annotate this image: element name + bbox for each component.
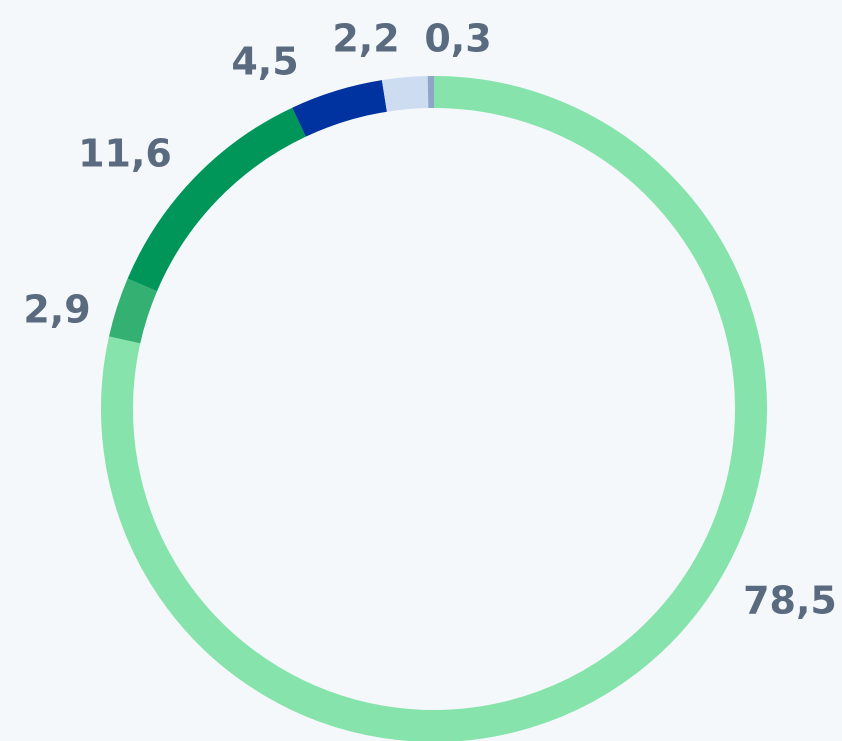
data-label: 0,3 [424,17,491,61]
donut-segment [292,80,388,137]
donut-segment [381,76,429,112]
data-label: 11,6 [78,132,172,176]
donut-segment [127,107,306,292]
data-label: 2,2 [332,17,399,61]
donut-segment [109,278,158,344]
data-label: 4,5 [231,40,298,84]
donut-segment [101,76,767,741]
data-label: 2,9 [23,288,90,332]
data-label: 78,5 [743,579,837,623]
